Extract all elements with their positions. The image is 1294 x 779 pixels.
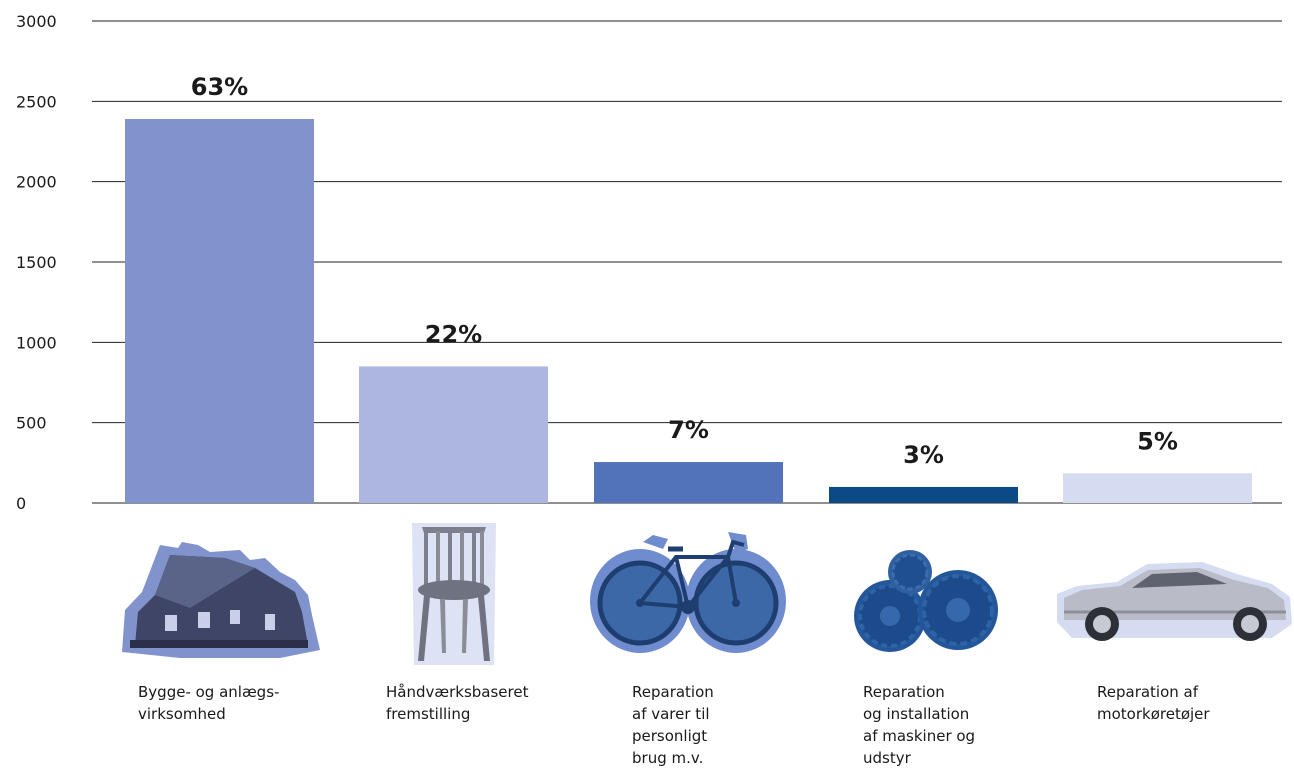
y-tick-label: 1000	[16, 333, 57, 352]
category-icons	[122, 523, 1292, 665]
category-label: Bygge- og anlægs-virksomhed	[138, 683, 279, 723]
y-tick-label: 500	[16, 414, 47, 433]
gears-icon	[854, 550, 998, 652]
category-labels: Bygge- og anlægs-virksomhed Håndværksbase…	[138, 683, 1210, 767]
y-axis-ticks: 0 500 1000 1500 2000 2500 3000	[16, 12, 57, 513]
house-icon	[122, 542, 320, 658]
y-tick-label: 3000	[16, 12, 57, 31]
bar-data-label: 7%	[668, 416, 709, 444]
bar-5	[1063, 473, 1252, 503]
bicycle-icon	[590, 532, 786, 653]
bar-4	[829, 486, 1018, 503]
category-label: Reparation og installation af maskiner og u…	[863, 683, 975, 767]
category-label: Reparation af varer til personligt brug m.v…	[632, 683, 714, 767]
y-tick-label: 0	[16, 494, 26, 513]
bar-3	[594, 462, 783, 503]
chair-icon	[412, 523, 496, 665]
category-label: Reparation af motorkøretøjer	[1097, 683, 1210, 723]
y-tick-label: 1500	[16, 253, 57, 272]
bar-data-label: 5%	[1137, 427, 1178, 455]
y-tick-label: 2000	[16, 173, 57, 192]
bar-data-labels: 63% 22% 7% 3% 5%	[191, 73, 1178, 469]
y-tick-label: 2500	[16, 92, 57, 111]
bar-2	[359, 366, 548, 503]
car-icon	[1057, 562, 1292, 641]
bar-data-label: 63%	[191, 73, 248, 101]
bar-1	[125, 119, 314, 504]
bar-data-label: 3%	[903, 441, 944, 469]
bars	[125, 119, 1252, 504]
bar-data-label: 22%	[425, 320, 482, 348]
category-label: Håndværksbaseret fremstilling	[386, 683, 529, 723]
